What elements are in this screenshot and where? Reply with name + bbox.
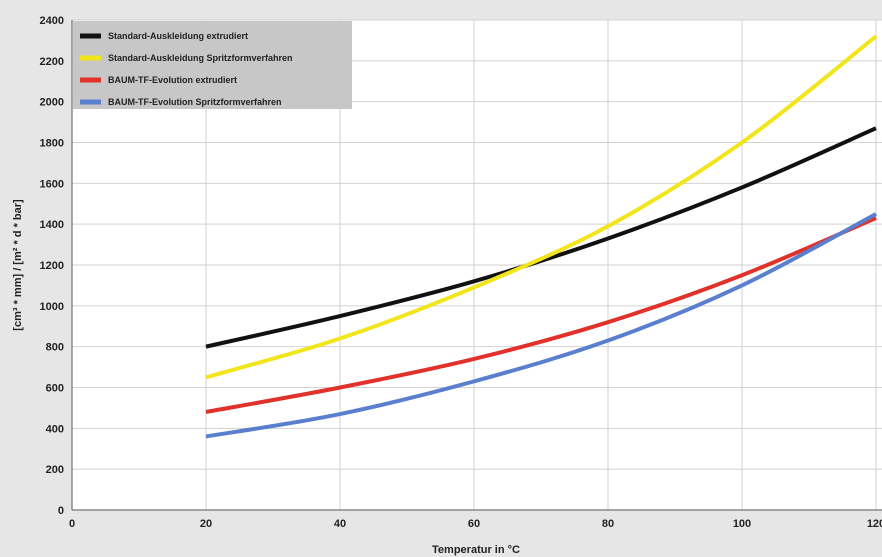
y-tick-labels: 0 200 400 600 800 1000 1200 1400 1600 1800 2000 220… [40,15,64,517]
y-tick-label: 1400 [40,219,64,231]
x-tick-label: 20 [200,518,212,530]
y-tick-label: 0 [58,505,64,517]
series-line-4 [205,212,877,439]
y-tick-label: 1600 [40,178,64,190]
y-tick-label: 800 [46,342,64,354]
y-tick-label: 200 [46,464,64,476]
legend-label: Standard-Auskleidung Spritzformverfahren [108,53,293,63]
y-tick-label: 2200 [40,56,64,68]
y-tick-label: 2400 [40,15,64,27]
x-tick-labels: 0 20 40 60 80 100 120 [69,518,882,530]
grid [71,19,882,511]
y-tick-label: 1000 [40,301,64,313]
y-tick-label: 2000 [40,97,64,109]
x-axis-title: Temperatur in °C [432,544,520,556]
series-line-2 [205,34,878,380]
y-axis-title: [cm³ * mm] / [m² * d * bar] [12,199,24,331]
series-lines [205,34,878,439]
x-tick-label: 100 [733,518,751,530]
y-tick-label: 600 [46,383,64,395]
legend: Standard-Auskleidung extrudiert Standard-… [73,21,352,109]
legend-label: BAUM-TF-Evolution Spritzformverfahren [108,97,282,107]
y-tick-label: 400 [46,423,64,435]
y-tick-label: 1200 [40,260,64,272]
x-tick-label: 60 [468,518,480,530]
legend-label: BAUM-TF-Evolution extrudiert [108,75,237,85]
x-tick-label: 0 [69,518,75,530]
x-tick-label: 80 [602,518,614,530]
x-tick-label: 120 [867,518,882,530]
legend-label: Standard-Auskleidung extrudiert [108,31,248,41]
x-tick-label: 40 [334,518,346,530]
series-line-1 [205,126,877,349]
series-line-3 [205,216,877,414]
y-tick-label: 1800 [40,138,64,150]
legend-box [73,21,352,109]
